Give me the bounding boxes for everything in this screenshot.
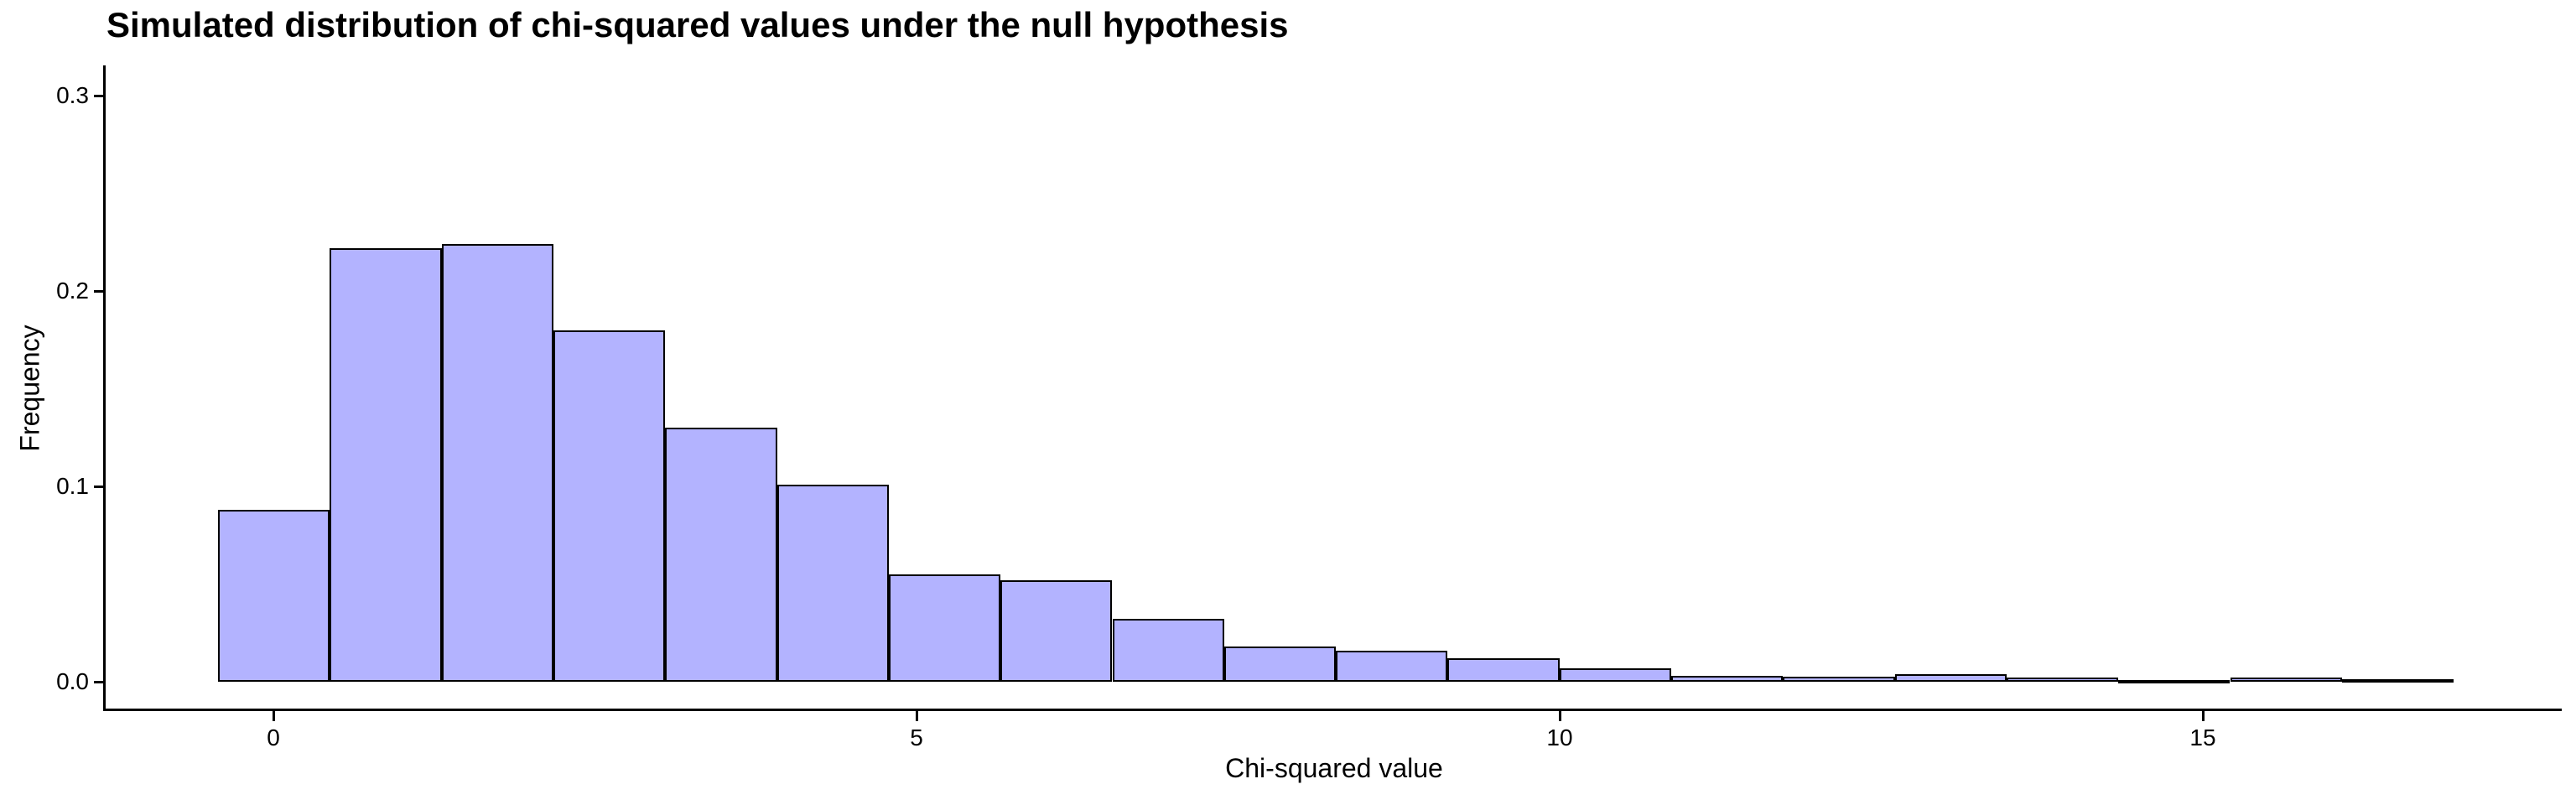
histogram-bar	[1336, 650, 1448, 682]
x-axis-line	[103, 709, 2562, 711]
x-tick-mark	[915, 711, 918, 721]
x-axis-title: Chi-squared value	[1225, 753, 1443, 783]
y-tick-label: 0.1	[56, 473, 89, 499]
histogram-bar	[218, 510, 330, 682]
histogram-bar	[2118, 680, 2231, 683]
histogram-bar	[1223, 647, 1337, 682]
x-tick-label: 5	[910, 724, 923, 750]
x-tick-mark	[2201, 711, 2205, 721]
x-tick-label: 15	[2189, 724, 2216, 750]
chart-title: Simulated distribution of chi-squared va…	[106, 5, 1289, 44]
y-tick-mark	[94, 485, 104, 488]
histogram-bar	[888, 574, 1001, 683]
histogram-bar	[553, 330, 666, 682]
y-axis-title: Frequency	[14, 325, 45, 452]
histogram-bar	[2006, 678, 2119, 682]
histogram-bar	[441, 244, 553, 682]
histogram-bar	[1894, 673, 2007, 682]
histogram-bar	[1783, 677, 1895, 682]
y-tick-mark	[94, 94, 104, 97]
histogram-bar	[2230, 678, 2342, 682]
y-axis-line	[103, 65, 106, 711]
y-tick-label: 0.3	[56, 82, 89, 108]
histogram-bar	[776, 484, 889, 682]
y-tick-mark	[94, 289, 104, 293]
x-tick-label: 10	[1546, 724, 1573, 750]
histogram-bar	[665, 428, 777, 682]
x-tick-mark	[1558, 711, 1561, 721]
histogram-bar	[1671, 676, 1784, 682]
y-tick-label: 0.0	[56, 668, 89, 694]
histogram-bar	[2341, 678, 2454, 683]
histogram-bar	[1000, 579, 1113, 682]
histogram-bar	[1559, 667, 1671, 682]
x-tick-label: 0	[267, 724, 280, 750]
histogram-bar	[1447, 658, 1560, 682]
y-tick-label: 0.2	[56, 278, 89, 304]
y-tick-mark	[94, 680, 104, 683]
x-tick-mark	[272, 711, 275, 721]
histogram-bar	[1112, 619, 1224, 682]
histogram-bar	[330, 247, 442, 682]
